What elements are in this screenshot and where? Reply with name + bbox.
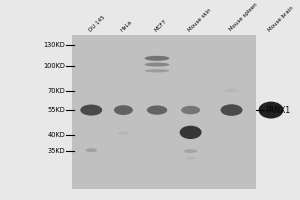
Ellipse shape [145,69,169,72]
Ellipse shape [145,63,169,67]
Text: Mouse brain: Mouse brain [267,5,295,32]
Ellipse shape [147,105,167,115]
Ellipse shape [148,87,166,90]
Ellipse shape [80,105,102,116]
Text: PANX1: PANX1 [265,106,290,115]
Text: 70KD: 70KD [47,88,65,94]
Text: 40KD: 40KD [47,132,65,138]
Text: MCF7: MCF7 [154,18,168,32]
Text: 35KD: 35KD [47,148,65,154]
Ellipse shape [185,157,197,160]
Ellipse shape [118,132,129,135]
Text: Mouse spleen: Mouse spleen [228,2,258,32]
Bar [72,35,256,189]
Ellipse shape [85,148,97,152]
Text: Mouse skin: Mouse skin [187,7,212,32]
Ellipse shape [259,102,284,119]
Ellipse shape [180,126,202,139]
Text: DU 145: DU 145 [88,14,106,32]
Ellipse shape [145,56,169,61]
Ellipse shape [184,149,197,153]
Ellipse shape [181,106,200,114]
Text: HeLa: HeLa [120,19,133,32]
Text: 55KD: 55KD [47,107,65,113]
Text: 130KD: 130KD [43,42,65,48]
Ellipse shape [220,104,242,116]
Text: 100KD: 100KD [43,63,65,69]
Ellipse shape [114,105,133,115]
Ellipse shape [224,89,239,92]
